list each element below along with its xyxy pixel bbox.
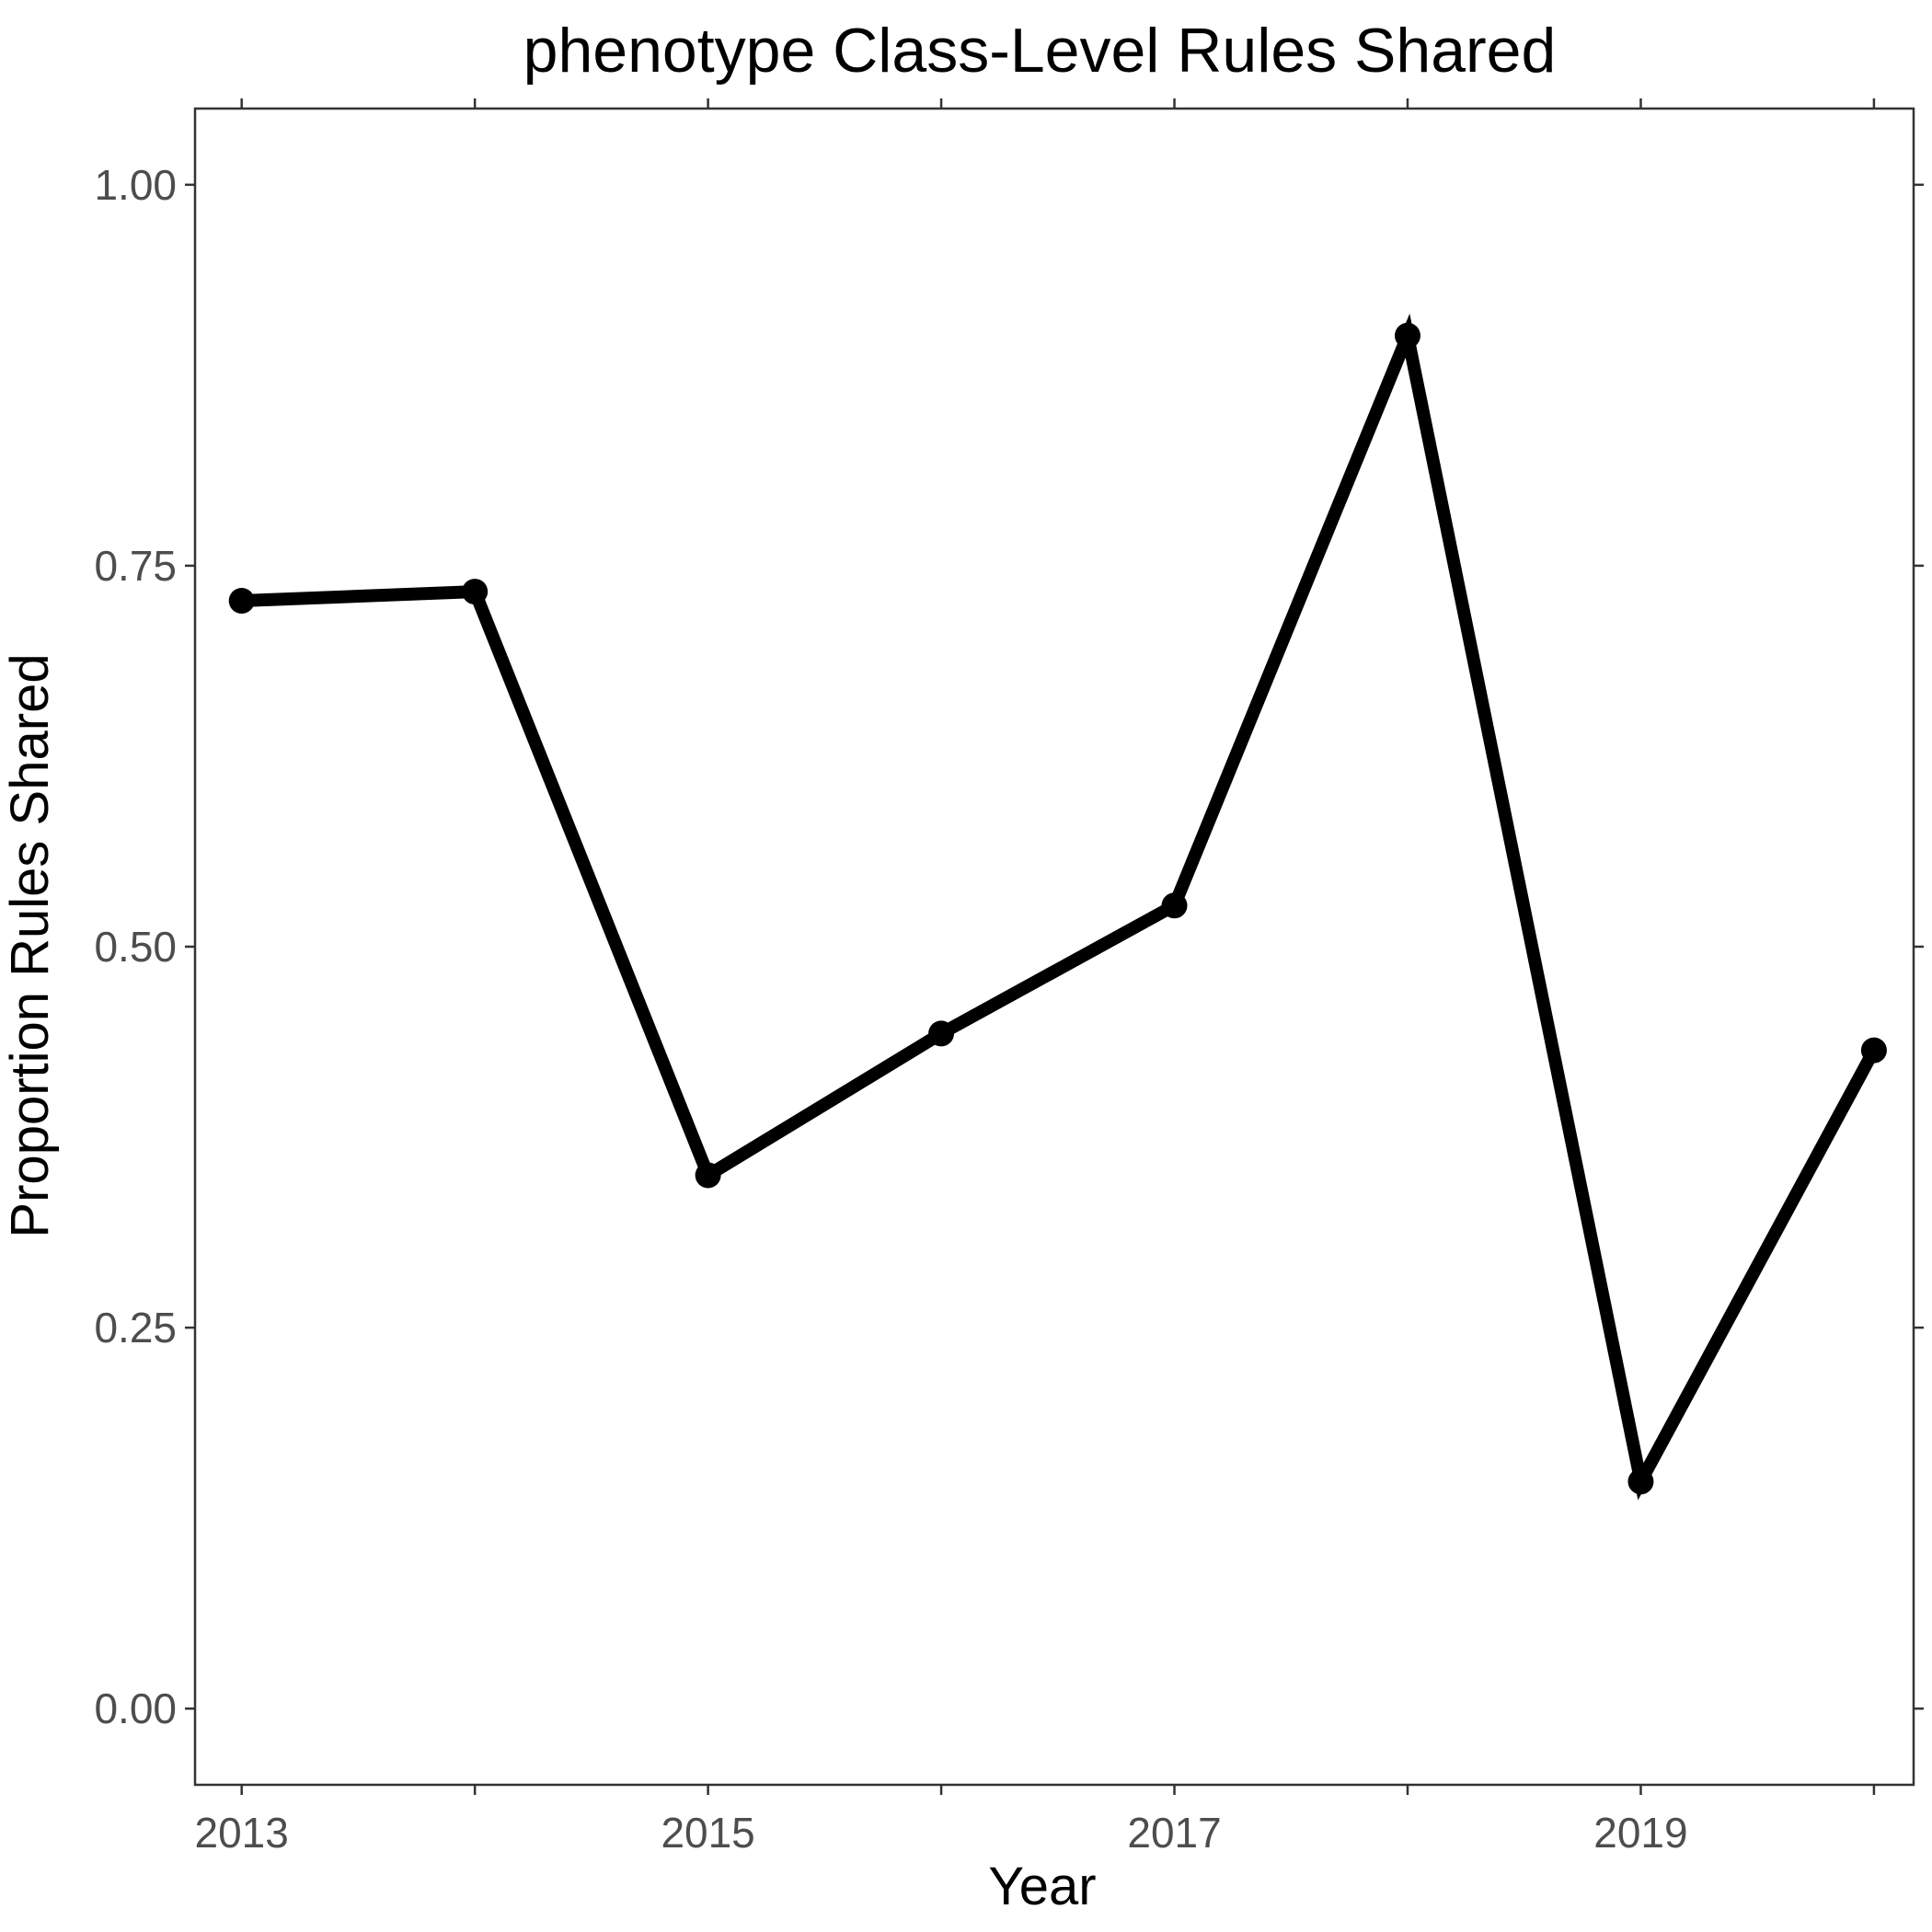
y-axis-title: Proportion Rules Shared — [0, 653, 60, 1237]
data-point — [1860, 1037, 1887, 1064]
x-axis-title: Year — [988, 1857, 1096, 1916]
y-tick-label: 0.50 — [94, 923, 177, 971]
series-line — [241, 313, 1880, 1501]
data-point — [228, 588, 255, 615]
data-point — [1627, 1468, 1654, 1495]
data-point — [1161, 892, 1188, 919]
data-point — [462, 579, 489, 605]
y-tick-label: 0.25 — [94, 1304, 177, 1351]
x-tick-label: 2015 — [661, 1809, 754, 1857]
data-point — [1394, 322, 1420, 349]
panel-border — [193, 107, 1915, 1787]
data-point — [928, 1020, 955, 1047]
y-tick-label: 0.75 — [94, 542, 177, 590]
y-tick-label: 1.00 — [94, 161, 177, 209]
data-point — [695, 1162, 721, 1189]
x-tick-label: 2017 — [1127, 1809, 1221, 1857]
x-tick-label: 2019 — [1593, 1809, 1687, 1857]
x-tick-label: 2013 — [195, 1809, 289, 1857]
y-tick-label: 0.00 — [94, 1685, 177, 1732]
chart-title: phenotype Class-Level Rules Shared — [523, 16, 1557, 86]
plot-panel: 0.00 0.25 0.50 0.75 1.00 2013 2015 2017 2019 — [94, 98, 1924, 1857]
